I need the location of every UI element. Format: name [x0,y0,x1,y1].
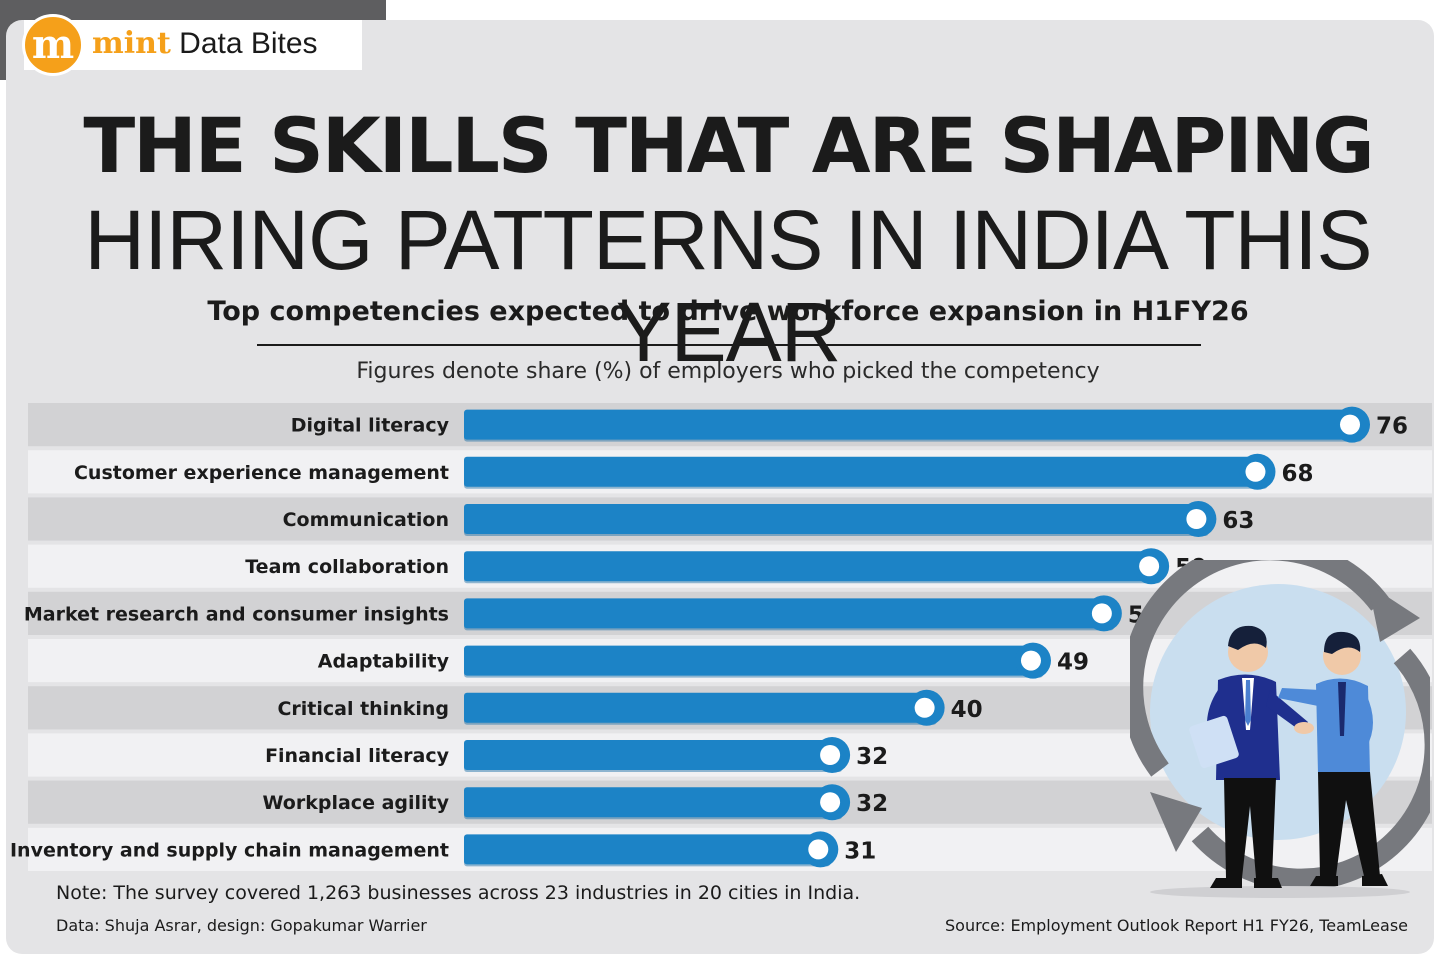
bar [464,645,1043,676]
bar-end-dot [820,792,841,813]
bar-end-dot [914,697,935,718]
footer-source: Source: Employment Outlook Report H1 FY2… [945,916,1408,935]
bar-end-dot [1340,414,1360,435]
cycle-arrowhead-upper-icon [1368,584,1420,642]
mint-logo-icon: m [22,14,84,76]
value-label: 76 [1376,414,1408,440]
bar [464,551,1162,582]
category-label: Digital literacy [291,415,450,437]
chart-subtitle: Top competencies expected to drive workf… [207,296,1249,327]
category-label: Communication [283,509,449,531]
brand-section: Data Bites [179,27,318,60]
bar-end-dot [1139,556,1160,577]
bar-end-dot [1020,650,1041,671]
category-label: Inventory and supply chain management [10,839,449,861]
category-label: Market research and consumer insights [24,603,449,625]
businessman-right-icon [1278,631,1388,886]
bar-end-dot [1091,603,1112,624]
footer-credit: Data: Shuja Asrar, design: Gopakumar War… [56,916,427,935]
ground-shadow [1150,886,1410,898]
handshake-illustration-icon [1130,560,1430,898]
bar [464,456,1268,487]
category-label: Workplace agility [263,792,450,814]
category-label: Customer experience management [74,462,449,484]
bar [464,740,843,770]
footer-note: Note: The survey covered 1,263 businesse… [56,882,861,904]
businessman-left-icon [1189,625,1308,888]
bar-end-dot [820,745,841,765]
bar [464,834,831,865]
headline-line1: THE SKILLS THAT ARE SHAPING [83,101,1374,190]
bar [464,504,1209,534]
value-label: 32 [856,744,888,770]
value-label: 31 [844,838,876,864]
bar-end-dot [1245,461,1266,482]
bar-end-dot [808,839,829,860]
cycle-arrow-lower-icon [1191,648,1430,891]
brand-name: mint [92,26,171,61]
bar-end-dot [1186,509,1207,529]
value-label: 68 [1281,461,1313,487]
chart-description: Figures denote share (%) of employers wh… [356,359,1100,384]
value-label: 40 [951,697,983,723]
value-label: 32 [856,791,888,817]
value-label: 49 [1057,650,1089,676]
brand-title: mint Data Bites [92,26,318,62]
subtitle-underline [257,344,1201,346]
value-label: 63 [1222,508,1254,534]
bar [464,692,937,723]
headline-line2: HIRING PATTERNS IN INDIA THIS YEAR [84,193,1372,379]
bar [464,787,843,818]
category-label: Adaptability [318,651,450,673]
header-corner-band [0,0,386,20]
bar [464,409,1362,440]
category-label: Critical thinking [277,698,449,720]
cycle-arrowhead-lower-icon [1150,792,1202,852]
category-label: Financial literacy [265,745,450,767]
cycle-arrow-upper-icon [1130,560,1389,777]
category-label: Team collaboration [245,556,449,578]
bar [464,598,1114,629]
